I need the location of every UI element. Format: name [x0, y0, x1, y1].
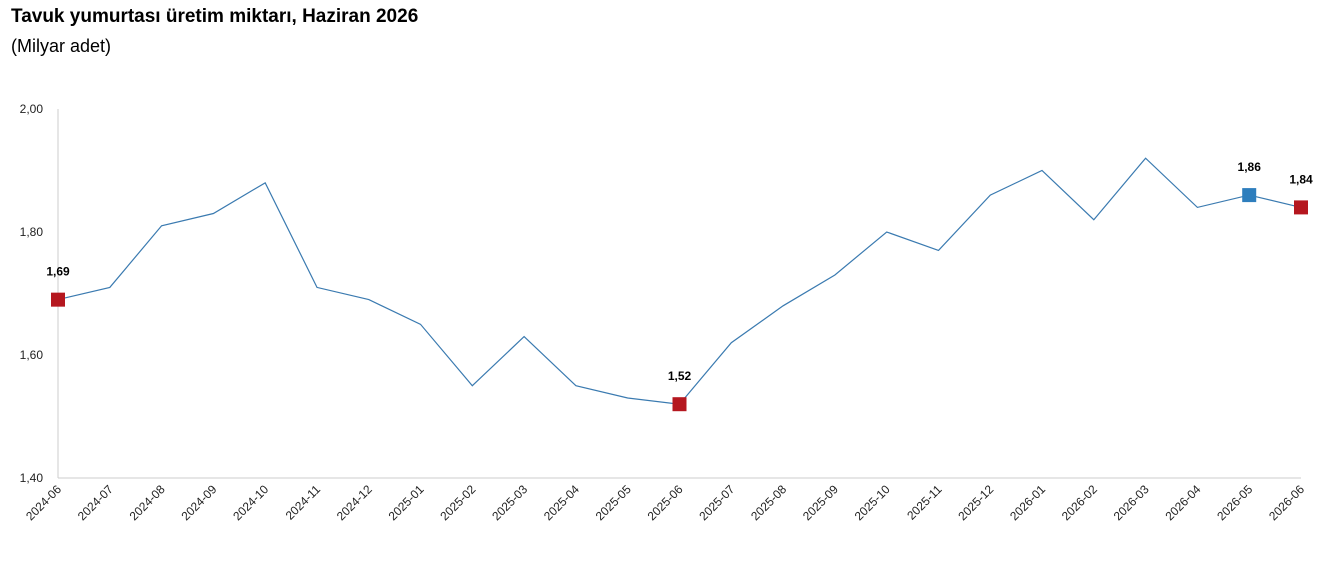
- chart-subtitle: (Milyar adet): [11, 36, 112, 56]
- x-tick-label: 2025-05: [593, 482, 634, 523]
- chart-data-labels: 1,69 1,52 1,86 1,84: [46, 160, 1313, 383]
- x-tick-label: 2024-06: [23, 482, 64, 523]
- x-tick-label: 2025-07: [696, 482, 737, 523]
- x-tick-label: 2024-10: [230, 482, 271, 523]
- x-tick-label: 2026-02: [1059, 482, 1100, 523]
- x-tick-label: 2024-08: [127, 482, 168, 523]
- x-tick-label: 2024-11: [283, 482, 324, 523]
- y-tick-label: 1,60: [20, 348, 44, 362]
- highlight-marker: [1242, 188, 1257, 203]
- x-tick-label: 2025-10: [852, 482, 893, 523]
- chart-markers: [51, 188, 1308, 412]
- x-tick-label: 2026-03: [1111, 482, 1152, 523]
- x-tick-label: 2025-11: [904, 482, 945, 523]
- data-label: 1,69: [46, 265, 70, 279]
- x-tick-label: 2026-01: [1007, 482, 1048, 523]
- x-tick-label: 2025-04: [541, 482, 582, 523]
- y-tick-label: 2,00: [20, 102, 44, 116]
- highlight-marker: [1294, 200, 1308, 215]
- chart-title: Tavuk yumurtası üretim miktarı, Haziran …: [11, 6, 419, 27]
- x-tick-label: 2024-09: [178, 482, 219, 523]
- chart-axes: [57, 109, 1301, 479]
- x-tick-label: 2025-09: [800, 482, 841, 523]
- x-tick-label: 2026-05: [1214, 482, 1255, 523]
- y-tick-label: 1,80: [20, 225, 44, 239]
- x-tick-label: 2025-12: [955, 482, 996, 523]
- x-tick-label: 2026-06: [1266, 482, 1307, 523]
- highlight-marker: [51, 292, 65, 307]
- x-tick-label: 2025-02: [437, 482, 478, 523]
- x-tick-label: 2024-12: [334, 482, 375, 523]
- highlight-marker: [672, 397, 687, 412]
- x-tick-label: 2025-01: [386, 482, 427, 523]
- x-tick-label: 2025-06: [645, 482, 686, 523]
- x-tick-label: 2024-07: [75, 482, 116, 523]
- chart-series: [57, 157, 1302, 405]
- x-tick-label: 2025-03: [489, 482, 530, 523]
- x-tick-label: 2025-08: [748, 482, 789, 523]
- y-tick-label: 1,40: [20, 471, 44, 485]
- series-line: [57, 157, 1302, 405]
- data-label: 1,86: [1238, 160, 1262, 174]
- x-tick-label: 2026-04: [1162, 482, 1203, 523]
- data-label: 1,52: [668, 369, 692, 383]
- data-label: 1,84: [1289, 172, 1313, 186]
